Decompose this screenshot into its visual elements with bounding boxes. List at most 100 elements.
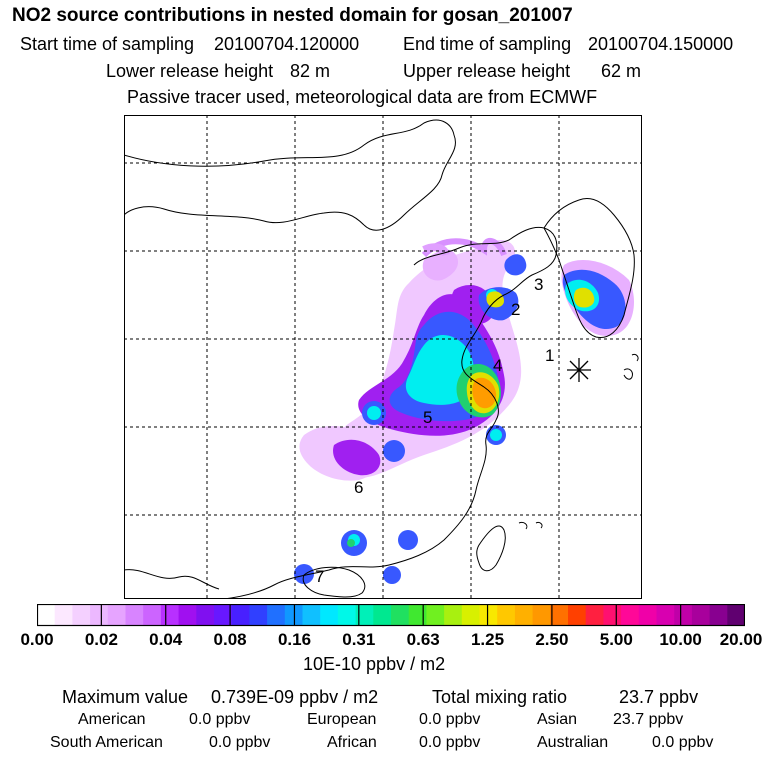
region-european-name: European xyxy=(307,711,377,728)
coast-taiwan xyxy=(476,525,506,572)
region-american-name: American xyxy=(78,711,146,728)
coast-north xyxy=(124,119,456,231)
total-mixing-value: 23.7 ppbv xyxy=(619,687,699,707)
plume-cyan-blob-3 xyxy=(490,429,502,441)
model-note: Passive tracer used, meteorological data… xyxy=(127,87,598,107)
colorbar-tick-label: 0.31 xyxy=(342,630,376,649)
colorbar-cell xyxy=(391,604,410,626)
colorbar-tick-label: 2.50 xyxy=(535,630,569,649)
colorbar-cell xyxy=(160,604,180,626)
coast-korea xyxy=(543,198,635,339)
colorbar-cell xyxy=(568,604,587,626)
max-value: 0.739E-09 ppbv / m2 xyxy=(211,687,379,707)
colorbar-cell xyxy=(125,604,144,626)
colorbar-cell xyxy=(709,604,728,626)
colorbar-cell xyxy=(267,604,286,626)
map-frame xyxy=(124,115,642,599)
colorbar-tick-label: 10.00 xyxy=(659,630,702,649)
colorbar-cell xyxy=(621,604,640,626)
coast-island-4 xyxy=(535,522,543,529)
map-label-5: 5 xyxy=(423,408,432,427)
colorbar-cell xyxy=(214,604,233,626)
figure-title: NO2 source contributions in nested domai… xyxy=(12,5,573,26)
coast-island-1 xyxy=(623,368,633,380)
plume-cyan-blob-1 xyxy=(367,406,381,420)
map-label-1: 1 xyxy=(545,346,554,365)
region-american-value: 0.0 ppbv xyxy=(189,711,251,728)
region-asian-value: 23.7 ppbv xyxy=(613,711,684,728)
colorbar-cell xyxy=(691,604,711,626)
plume-light-north xyxy=(422,249,459,281)
plume-blue-blob-2 xyxy=(383,440,405,462)
lat-lon-grid xyxy=(124,115,642,599)
region-african-name: African xyxy=(327,734,377,751)
border-mongolia xyxy=(124,206,365,226)
coast-china xyxy=(223,226,558,599)
colorbar-cell xyxy=(37,604,56,626)
colorbar-cell xyxy=(249,604,268,626)
map-label-6: 6 xyxy=(354,478,363,497)
plume-orange-core xyxy=(472,377,497,409)
colorbar-tick-label: 0.02 xyxy=(84,630,118,649)
colorbar-cell xyxy=(638,604,658,626)
start-time-label: Start time of sampling xyxy=(20,34,195,54)
plume-blue-liaoning xyxy=(504,254,527,276)
end-time-label: End time of sampling xyxy=(403,34,572,54)
colorbar-cell xyxy=(302,604,321,626)
coast-island-3 xyxy=(518,522,528,530)
region-australian-name: Australian xyxy=(537,734,609,751)
coast-hainan-area xyxy=(302,566,366,598)
colorbar-cell xyxy=(231,604,250,626)
colorbar xyxy=(37,604,745,627)
total-mixing-label: Total mixing ratio xyxy=(432,687,568,707)
lower-release-value: 82 m xyxy=(290,61,331,81)
colorbar-cell xyxy=(320,604,339,626)
colorbar-cell xyxy=(373,604,392,626)
colorbar-cell xyxy=(461,604,481,626)
colorbar-cell xyxy=(355,604,374,626)
plume-green-blob xyxy=(347,539,355,547)
map-label-7: 7 xyxy=(315,567,324,586)
colorbar-cell xyxy=(72,604,91,626)
colorbar-cell xyxy=(196,604,215,626)
region-african-value: 0.0 ppbv xyxy=(419,734,481,751)
colorbar-cell xyxy=(408,604,427,626)
upper-release-value: 62 m xyxy=(601,61,642,81)
colorbar-tick-label: 5.00 xyxy=(599,630,633,649)
plume-yellow-shandong xyxy=(486,291,504,308)
source-contribution-map: 1 2 3 4 5 6 7 xyxy=(124,115,642,599)
map-label-2: 2 xyxy=(511,300,520,319)
colorbar-cell xyxy=(603,604,622,626)
plume-arc xyxy=(421,238,507,258)
colorbar-cell xyxy=(143,604,162,626)
plume-blue-blob-4 xyxy=(398,530,418,550)
colorbar-cell xyxy=(532,604,551,626)
colorbar-tick-label: 0.08 xyxy=(213,630,247,649)
map-label-3: 3 xyxy=(534,275,543,294)
colorbar-unit: 10E-10 ppbv / m2 xyxy=(303,654,446,674)
plume-mid-sw xyxy=(333,439,381,476)
coast-island-2 xyxy=(631,354,639,362)
plume-blue-blob-5 xyxy=(383,566,401,584)
upper-release-label: Upper release height xyxy=(403,61,571,81)
plume-arc-2 xyxy=(422,243,450,257)
colorbar-tick-label: 0.16 xyxy=(277,630,312,649)
colorbar-cell xyxy=(550,604,569,626)
colorbar-tick-label: 0.00 xyxy=(20,630,54,649)
colorbar-tick-label: 20.00 xyxy=(719,630,763,649)
plume-yellow-korea xyxy=(573,287,595,308)
region-european-value: 0.0 ppbv xyxy=(419,711,481,728)
region-asian-name: Asian xyxy=(537,711,578,728)
colorbar-cell xyxy=(674,604,693,626)
colorbar-cell xyxy=(178,604,197,626)
plume-field xyxy=(294,238,634,584)
colorbar-cell xyxy=(656,604,675,626)
colorbar-cell xyxy=(426,604,445,626)
region-south-american-value: 0.0 ppbv xyxy=(209,734,271,751)
colorbar-cell xyxy=(497,604,516,626)
region-australian-value: 0.0 ppbv xyxy=(652,734,714,751)
start-time-value: 20100704.120000 xyxy=(214,34,360,54)
colorbar-cell xyxy=(514,604,534,626)
colorbar-frame xyxy=(37,604,745,627)
plume-blue-blob-6 xyxy=(294,564,314,584)
